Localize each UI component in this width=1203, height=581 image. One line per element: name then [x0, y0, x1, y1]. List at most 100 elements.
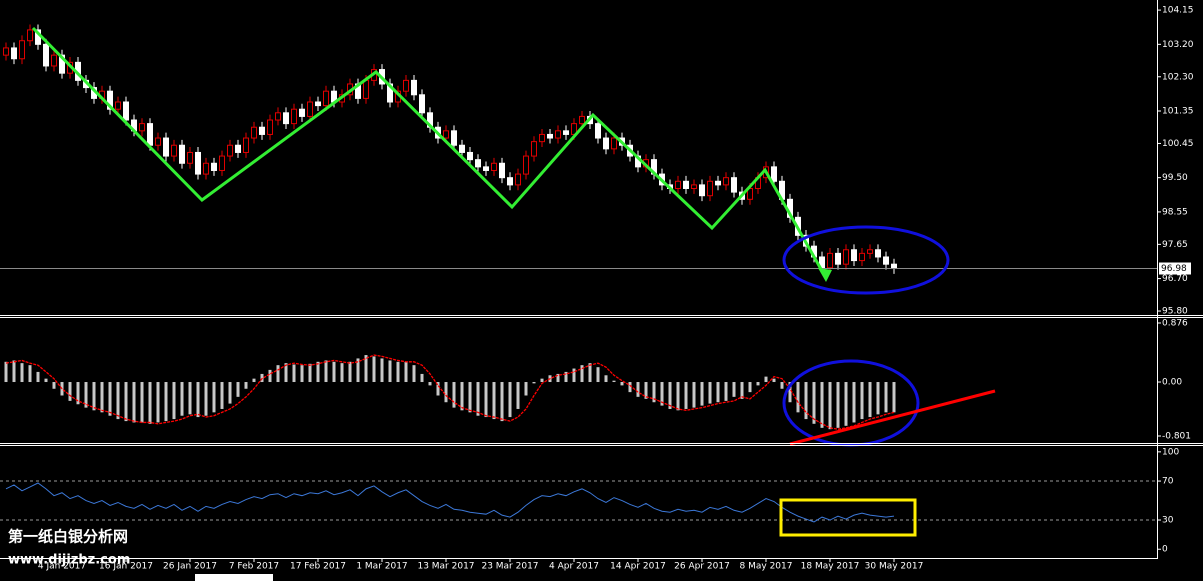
candle-body [3, 47, 9, 56]
macd-bar [788, 382, 792, 403]
macd-bar [892, 382, 896, 413]
candle-body [603, 137, 609, 150]
macd-bar [76, 382, 80, 405]
candle-body [827, 252, 833, 269]
signal-line [5, 354, 895, 430]
y-tick-label: 98.55 [1162, 207, 1188, 217]
macd-bar [820, 382, 824, 428]
macd-bar [604, 375, 608, 383]
macd-bar [652, 382, 656, 403]
candle-body [731, 177, 737, 193]
candle-body [147, 123, 153, 146]
candle-body [403, 79, 409, 92]
macd-bar [116, 382, 120, 420]
macd-bar [100, 382, 104, 413]
candle-body [179, 144, 185, 164]
x-tick-label: 7 Feb 2017 [229, 562, 279, 572]
macd-bar [172, 382, 176, 420]
x-tick-label: 23 Mar 2017 [481, 562, 538, 572]
candle-body [275, 112, 281, 121]
candle-body [307, 101, 313, 117]
macd-bar [628, 382, 632, 393]
macd-bar [20, 363, 24, 383]
macd-bar [268, 369, 272, 383]
candle-body [691, 184, 697, 189]
macd-bar [380, 358, 384, 383]
candle-body [715, 180, 721, 186]
x-tick-label: 8 May 2017 [740, 562, 793, 572]
current-price-label: 96.98 [1161, 264, 1187, 274]
macd-bar [420, 373, 424, 383]
y-tick-label: -0.801 [1162, 431, 1191, 441]
macd-bar [812, 382, 816, 424]
macd-bar [292, 364, 296, 383]
candle-body [515, 173, 521, 186]
macd-bar [324, 360, 328, 383]
candle-body [443, 130, 449, 139]
x-tick-label: 4 Apr 2017 [549, 562, 599, 572]
rsi-line [5, 482, 895, 523]
candle-body [115, 101, 121, 110]
macd-bar [572, 368, 576, 383]
y-tick-label: 0.00 [1162, 378, 1182, 388]
candle-body [707, 180, 713, 197]
macd-bar [612, 380, 616, 383]
candle-body [491, 162, 497, 171]
y-tick-label: 95.80 [1162, 307, 1188, 317]
candle-body [107, 90, 113, 110]
macd-bar [412, 365, 416, 383]
candle-body [883, 256, 889, 265]
candle-body [235, 144, 241, 153]
scroll-tab [195, 574, 273, 581]
candle-body [419, 94, 425, 114]
macd-bar [148, 382, 152, 424]
y-tick-label: 96.70 [1162, 274, 1188, 284]
macd-bar [300, 365, 304, 383]
x-tick-label: 26 Jan 2017 [163, 562, 217, 572]
macd-bar [524, 382, 528, 396]
macd-bar [484, 382, 488, 418]
macd-bar [492, 382, 496, 420]
candle-body [539, 133, 545, 143]
macd-bar [12, 360, 16, 383]
macd-bar [396, 361, 400, 383]
macd-bar [636, 382, 640, 397]
macd-bar [508, 382, 512, 418]
candle-body [43, 43, 49, 67]
y-tick-label: 0 [1162, 545, 1168, 555]
macd-bar [356, 358, 360, 383]
macd-bar [660, 382, 664, 406]
macd-bar [212, 382, 216, 413]
x-tick-label: 1 Mar 2017 [356, 562, 407, 572]
macd-bar [644, 382, 648, 399]
y-tick-label: 101.35 [1162, 107, 1194, 117]
macd-bar [868, 382, 872, 418]
macd-bar [404, 361, 408, 383]
macd-bar [348, 361, 352, 383]
y-tick-label: 102.30 [1162, 72, 1194, 82]
candle-body [475, 159, 481, 168]
candle-body [451, 130, 457, 146]
macd-bar [780, 382, 784, 389]
macd-bar [388, 360, 392, 383]
candle-body [211, 162, 217, 171]
macd-bar [452, 382, 456, 408]
macd-bar [140, 382, 144, 423]
candle-body [771, 166, 777, 182]
candle-body [291, 108, 297, 125]
candle-body [563, 130, 569, 135]
candle-body [867, 249, 873, 254]
macd-bar [476, 382, 480, 416]
macd-bar [588, 363, 592, 383]
macd-bar [852, 382, 856, 423]
candle-body [611, 137, 617, 150]
y-tick-label: 30 [1162, 516, 1174, 526]
candle-body [187, 151, 193, 164]
candle-body [467, 151, 473, 161]
y-tick-label: 97.65 [1162, 240, 1188, 250]
macd-bar [156, 382, 160, 423]
candle-body [259, 126, 265, 135]
macd-bar [764, 376, 768, 383]
macd-bar [516, 382, 520, 409]
